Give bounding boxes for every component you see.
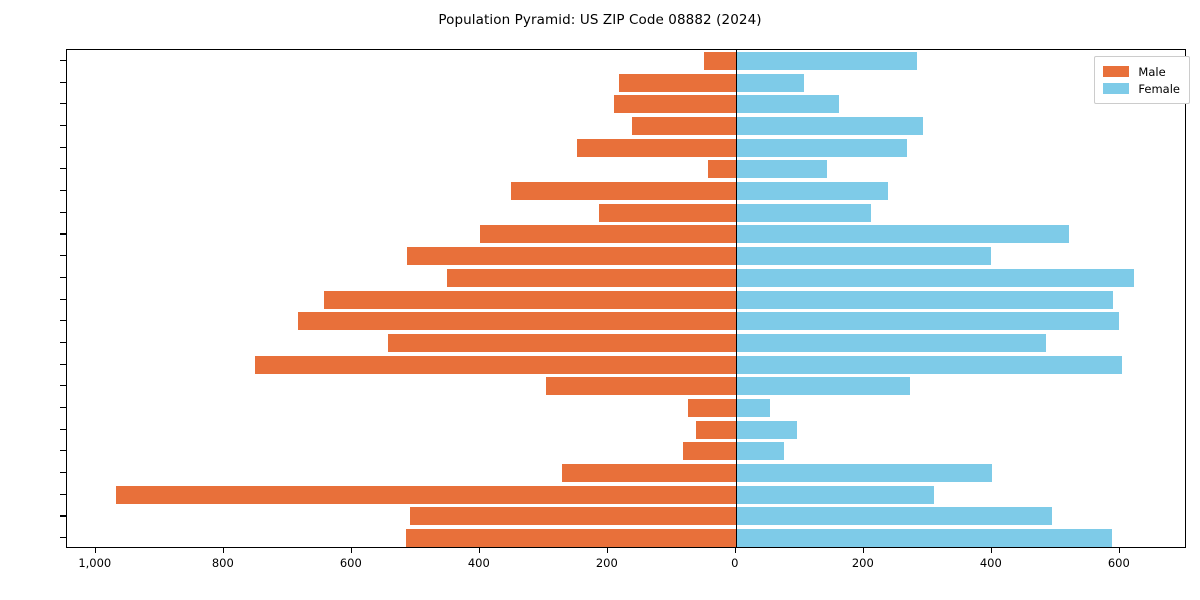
bar-male-60-61 bbox=[599, 203, 736, 222]
bar-female-67-69 bbox=[735, 138, 908, 157]
bar-female-65-66 bbox=[735, 160, 827, 179]
page-title: Population Pyramid: US ZIP Code 08882 (2… bbox=[438, 12, 762, 28]
bar-male-70-74 bbox=[632, 116, 736, 135]
legend-item-female: Female bbox=[1103, 80, 1180, 97]
bar-female-30-34 bbox=[735, 333, 1047, 352]
bar-male-35-39 bbox=[298, 312, 736, 331]
x-tick-label: 1,000 bbox=[78, 556, 112, 570]
y-tick-mark bbox=[60, 124, 66, 127]
y-tick-mark bbox=[60, 59, 66, 61]
y-tick-mark bbox=[60, 537, 66, 539]
y-tick-mark bbox=[60, 450, 66, 452]
bar-female-20 bbox=[735, 420, 797, 439]
y-tick-mark bbox=[60, 385, 66, 387]
y-tick-mark bbox=[60, 168, 66, 170]
y-tick-mark bbox=[60, 298, 66, 300]
x-tick-mark bbox=[990, 548, 992, 553]
legend-label-male: Male bbox=[1138, 64, 1166, 79]
x-tick-mark bbox=[94, 548, 96, 553]
y-tick-mark bbox=[60, 146, 66, 148]
y-tick-mark bbox=[60, 320, 66, 322]
bar-female-22-24 bbox=[735, 377, 910, 396]
bar-female-18-19 bbox=[735, 442, 784, 461]
bar-male-under-5 bbox=[405, 529, 736, 547]
chart-legend: Male Female bbox=[1094, 56, 1190, 104]
bar-male-80-84 bbox=[618, 73, 736, 92]
legend-item-male: Male bbox=[1103, 63, 1180, 80]
y-tick-mark bbox=[60, 406, 66, 409]
plot-area bbox=[66, 49, 1186, 548]
x-tick-label: 600 bbox=[339, 556, 362, 570]
y-tick-mark bbox=[60, 103, 66, 105]
bar-male-10-14 bbox=[115, 485, 736, 504]
y-tick-mark bbox=[60, 276, 66, 278]
legend-label-female: Female bbox=[1138, 81, 1180, 96]
y-tick-mark bbox=[60, 233, 66, 235]
bar-male-55-59 bbox=[479, 225, 736, 244]
bar-male-18-19 bbox=[682, 442, 736, 461]
bar-female-70-74 bbox=[735, 116, 923, 135]
bar-male-50-54 bbox=[407, 247, 736, 266]
x-tick-label: 600 bbox=[1107, 556, 1130, 570]
y-tick-mark bbox=[60, 363, 66, 365]
bar-female-21 bbox=[735, 398, 770, 417]
zero-axis-line bbox=[735, 50, 738, 547]
bar-female-5-9 bbox=[735, 507, 1052, 526]
y-tick-mark bbox=[60, 255, 66, 257]
bar-female-50-54 bbox=[735, 247, 991, 266]
legend-swatch-male bbox=[1103, 66, 1130, 77]
x-tick-label: 0 bbox=[731, 556, 739, 570]
x-tick-label: 200 bbox=[851, 556, 874, 570]
bar-male-85+ bbox=[703, 51, 736, 70]
bar-female-80-84 bbox=[735, 73, 804, 92]
x-tick-mark bbox=[478, 548, 480, 553]
y-tick-mark bbox=[60, 515, 66, 517]
y-tick-mark bbox=[60, 493, 66, 495]
bar-female-85+ bbox=[735, 51, 917, 70]
bar-female-45-49 bbox=[735, 268, 1134, 287]
bar-female-75-79 bbox=[735, 95, 839, 114]
bar-male-25-29 bbox=[254, 355, 736, 374]
x-tick-mark bbox=[350, 548, 352, 553]
y-tick-mark bbox=[60, 428, 66, 430]
x-tick-label: 400 bbox=[979, 556, 1002, 570]
x-tick-mark bbox=[862, 548, 864, 553]
bar-male-62-64 bbox=[511, 182, 736, 201]
bar-male-21 bbox=[687, 398, 736, 417]
bar-male-20 bbox=[696, 420, 736, 439]
x-tick-mark bbox=[734, 548, 736, 553]
x-tick-label: 800 bbox=[211, 556, 234, 570]
y-tick-mark bbox=[60, 190, 66, 192]
bar-female-62-64 bbox=[735, 182, 889, 201]
bar-male-40-44 bbox=[324, 290, 736, 309]
y-tick-mark bbox=[60, 472, 66, 474]
x-tick-mark bbox=[222, 548, 224, 553]
x-tick-mark bbox=[1118, 548, 1120, 553]
bar-female-10-14 bbox=[735, 485, 934, 504]
x-tick-label: 400 bbox=[467, 556, 490, 570]
bar-male-15-17 bbox=[561, 464, 736, 483]
bar-male-45-49 bbox=[447, 268, 736, 287]
bar-female-40-44 bbox=[735, 290, 1113, 309]
bar-female-under-5 bbox=[735, 529, 1113, 547]
bar-male-75-79 bbox=[614, 95, 736, 114]
x-tick-mark bbox=[606, 548, 608, 553]
bar-female-25-29 bbox=[735, 355, 1123, 374]
bar-male-65-66 bbox=[707, 160, 736, 179]
bar-male-5-9 bbox=[410, 507, 736, 526]
bar-male-67-69 bbox=[577, 138, 736, 157]
bar-male-30-34 bbox=[388, 333, 736, 352]
y-tick-mark bbox=[60, 81, 66, 83]
bar-female-55-59 bbox=[735, 225, 1069, 244]
x-tick-label: 200 bbox=[595, 556, 618, 570]
y-tick-mark bbox=[60, 341, 66, 343]
bar-female-60-61 bbox=[735, 203, 872, 222]
bar-female-35-39 bbox=[735, 312, 1119, 331]
bar-male-22-24 bbox=[545, 377, 736, 396]
bar-female-15-17 bbox=[735, 464, 993, 483]
y-tick-mark bbox=[60, 211, 66, 213]
legend-swatch-female bbox=[1103, 83, 1130, 94]
